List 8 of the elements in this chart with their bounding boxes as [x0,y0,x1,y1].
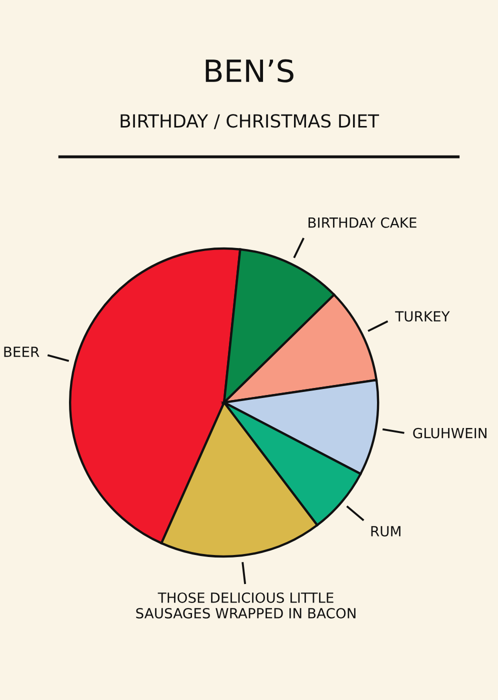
slice-label: BIRTHDAY CAKE [308,217,416,228]
chart-title: BEN’S [206,59,294,82]
slice-label: TURKEY [395,311,450,322]
slice-label: THOSE DELICIOUS LITTLE SAUSAGES WRAPPED IN BACON [136,592,356,618]
slice-label: GLUHWEIN [413,428,486,438]
chart-subtitle: BIRTHDAY / CHRISTMAS DIET [120,114,380,130]
slice-label: BEER [4,346,40,357]
slice-label: RUM [371,526,400,537]
